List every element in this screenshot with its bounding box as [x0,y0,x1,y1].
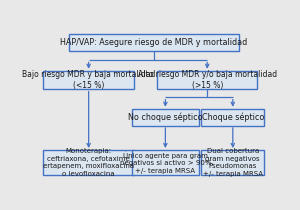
Text: Único agente para gram
negativos si activo > 90%
+/- terapia MRSA: Único agente para gram negativos si acti… [120,151,211,174]
FancyBboxPatch shape [201,150,264,175]
Text: Bajo riesgo MDR y baja mortalidad
(<15 %): Bajo riesgo MDR y baja mortalidad (<15 %… [22,70,155,90]
Text: Monoterapia:
ceftriaxona, cefotaxime
ertapenem, moxifloxacina
o levofloxacina: Monoterapia: ceftriaxona, cefotaxime ert… [43,148,134,177]
FancyBboxPatch shape [201,109,264,126]
Text: Alto riesgo MDR y/o baja mortalidad
(>15 %): Alto riesgo MDR y/o baja mortalidad (>15… [138,70,277,90]
FancyBboxPatch shape [132,109,199,126]
Text: Dual cobertura
gram negativos
Pseudomonas
+/- terapia MRSA: Dual cobertura gram negativos Pseudomona… [203,148,263,177]
FancyBboxPatch shape [69,34,239,51]
Text: HAP/VAP: Asegure riesgo de MDR y mortalidad: HAP/VAP: Asegure riesgo de MDR y mortali… [60,38,248,47]
Text: Choque séptico: Choque séptico [202,113,264,122]
FancyBboxPatch shape [132,150,199,175]
FancyBboxPatch shape [43,150,134,175]
FancyBboxPatch shape [157,71,257,89]
FancyBboxPatch shape [43,71,134,89]
Text: No choque séptico: No choque séptico [128,113,203,122]
